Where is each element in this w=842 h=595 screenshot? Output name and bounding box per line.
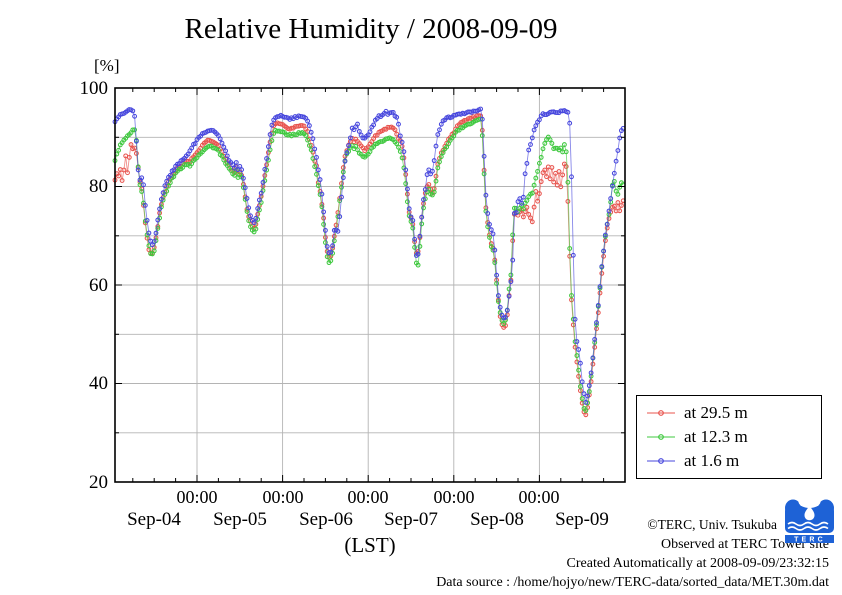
legend: at 29.5 m at 12.3 m at 1.6 m [636, 395, 822, 479]
day-label: Sep-08 [470, 509, 524, 530]
wave-icon [787, 526, 829, 531]
legend-label: at 1.6 m [684, 451, 740, 470]
legend-item: at 1.6 m [637, 449, 821, 473]
y-axis-unit-label: [%] [94, 56, 120, 75]
day-label: Sep-05 [213, 509, 267, 530]
terc-logo: TERC [785, 499, 834, 544]
x-axis-label: (LST) [344, 533, 396, 557]
y-tick-label: 40 [89, 373, 108, 394]
gridlines [115, 88, 625, 482]
x-tick-label: 00:00 [262, 487, 304, 507]
legend-label: at 12.3 m [684, 427, 748, 446]
legend-item: at 12.3 m [637, 425, 821, 449]
plot-border [114, 87, 626, 483]
water-drop-icon [804, 505, 815, 521]
data-series [112, 106, 626, 418]
day-label: Sep-04 [127, 509, 181, 530]
wave-icon [787, 521, 829, 527]
copyright-text: ©TERC, Univ. Tsukuba [647, 517, 777, 532]
legend-label: at 29.5 m [684, 403, 748, 422]
x-tick-label: 00:00 [176, 487, 218, 507]
y-tick-label: 20 [89, 472, 108, 493]
terc-logo-text: TERC [794, 537, 826, 544]
legend-marker-red-icon [647, 410, 675, 416]
x-tick-label: 00:00 [433, 487, 475, 507]
y-tick-label: 100 [79, 78, 109, 99]
y-tick-label: 60 [89, 275, 108, 296]
terc-logo-band [785, 535, 834, 543]
series-at-1.6-m [112, 106, 626, 405]
y-tick-label: 80 [89, 176, 108, 197]
legend-marker-green-icon [647, 434, 675, 440]
x-tick-label: 00:00 [518, 487, 560, 507]
legend-item: at 29.5 m [637, 401, 821, 425]
day-label: Sep-06 [299, 509, 353, 530]
day-label: Sep-09 [555, 509, 609, 530]
chart-title: Relative Humidity / 2008-09-09 [184, 13, 558, 45]
created-text: Created Automatically at 2008-09-09/23:3… [566, 556, 829, 571]
legend-marker-blue-icon [647, 458, 675, 464]
series-at-29.5-m [112, 113, 626, 418]
x-tick-label: 00:00 [347, 487, 389, 507]
datasource-text: Data source : /home/hojyo/new/TERC-data/… [436, 575, 829, 590]
day-label: Sep-07 [384, 509, 438, 530]
